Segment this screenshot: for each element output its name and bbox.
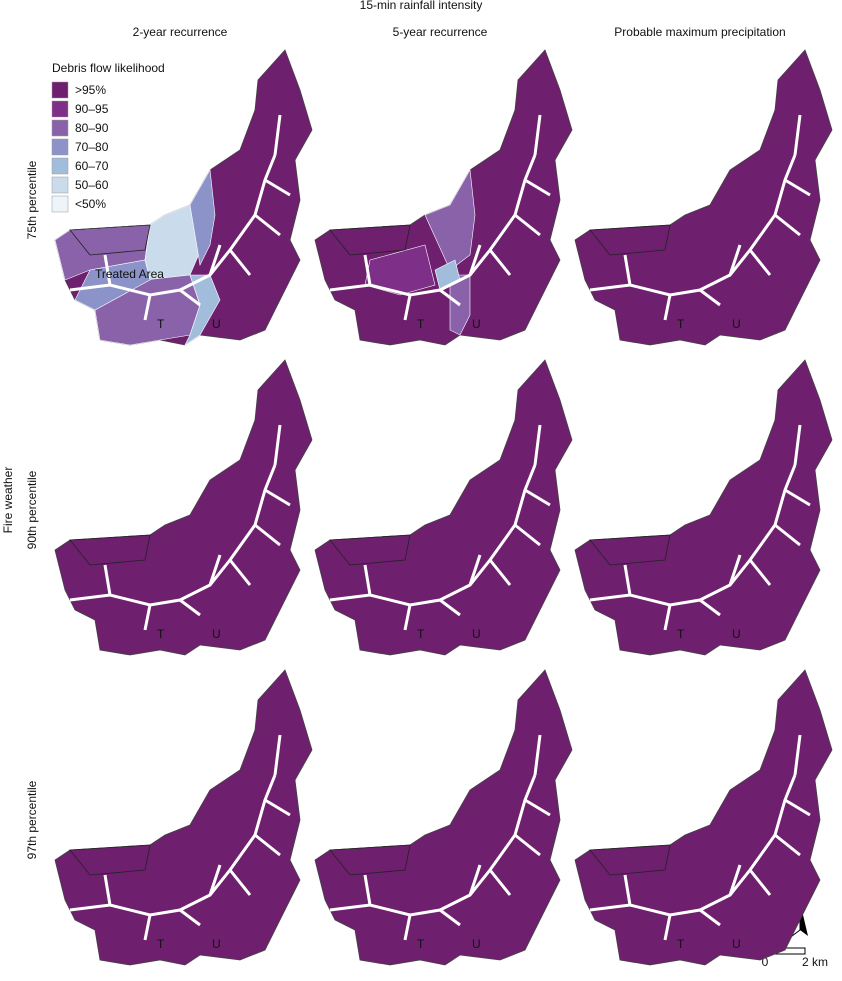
watershed: [314, 49, 573, 346]
basin-label: T: [157, 317, 165, 331]
sub-basin: [189, 169, 216, 266]
legend-label: 90–95: [75, 102, 109, 116]
figure-title: 15-min rainfall intensity: [360, 0, 483, 12]
basin-label: T: [157, 627, 165, 641]
treated-outline: [589, 224, 671, 256]
legend-swatch: [51, 176, 69, 194]
row-label: 97th percentile: [25, 780, 39, 859]
watershed: [54, 359, 313, 656]
legend-label: >95%: [75, 83, 106, 97]
sub-basin: [364, 244, 436, 296]
column-header: Probable maximum precipitation: [614, 25, 785, 39]
row-axis-label: Fire weather: [1, 467, 15, 534]
watershed: [574, 49, 833, 346]
watershed: [574, 359, 833, 656]
treated-outline: [589, 534, 671, 566]
basin-label: U: [732, 317, 741, 331]
legend-swatch: [51, 100, 69, 118]
row-label: 75th percentile: [25, 160, 39, 239]
basin-label: T: [677, 937, 685, 951]
basin-label: T: [157, 937, 165, 951]
watershed: [314, 669, 573, 966]
legend-swatch: [51, 157, 69, 175]
basin-label: U: [212, 317, 221, 331]
legend-title: Debris flow likelihood: [52, 61, 165, 75]
basin-label: T: [417, 627, 425, 641]
treated-area-label: Treated Area: [95, 267, 164, 281]
basin-label: T: [677, 627, 685, 641]
legend-label: 70–80: [75, 140, 109, 154]
basin-label: U: [212, 627, 221, 641]
map-panel: T U Treated Area: [54, 49, 313, 346]
basin-label: T: [677, 317, 685, 331]
treated-outline: [329, 844, 411, 876]
watershed: [54, 669, 313, 966]
scale-label: 0: [762, 955, 769, 969]
column-header: 2-year recurrence: [133, 25, 228, 39]
basin-label: U: [472, 937, 481, 951]
basin-label: U: [732, 937, 741, 951]
column-header: 5-year recurrence: [393, 25, 488, 39]
legend-swatch: [51, 138, 69, 156]
treated-outline: [589, 844, 671, 876]
legend-label: 60–70: [75, 159, 109, 173]
treated-outline: [69, 534, 151, 566]
legend: Debris flow likelihood >95% 90–95 80–90 70–…: [51, 61, 165, 213]
treated-outline: [329, 534, 411, 566]
watershed: [574, 669, 833, 966]
sub-basin: [184, 274, 221, 346]
row-label: 90th percentile: [25, 470, 39, 549]
treated-outline: [329, 224, 411, 256]
legend-label: 50–60: [75, 178, 109, 192]
legend-swatch: [51, 81, 69, 99]
basin-label: U: [472, 317, 481, 331]
treated-outline: [69, 224, 151, 256]
basin-label: T: [417, 937, 425, 951]
treated-outline: [69, 844, 151, 876]
basin-label: U: [212, 937, 221, 951]
basin-label: U: [732, 627, 741, 641]
legend-swatch: [51, 195, 69, 213]
legend-label: 80–90: [75, 121, 109, 135]
basin-label: U: [472, 627, 481, 641]
legend-swatch: [51, 119, 69, 137]
legend-label: <50%: [75, 197, 106, 211]
scale-label: 2 km: [802, 955, 828, 969]
watershed: [314, 359, 573, 656]
basin-label: T: [417, 317, 425, 331]
